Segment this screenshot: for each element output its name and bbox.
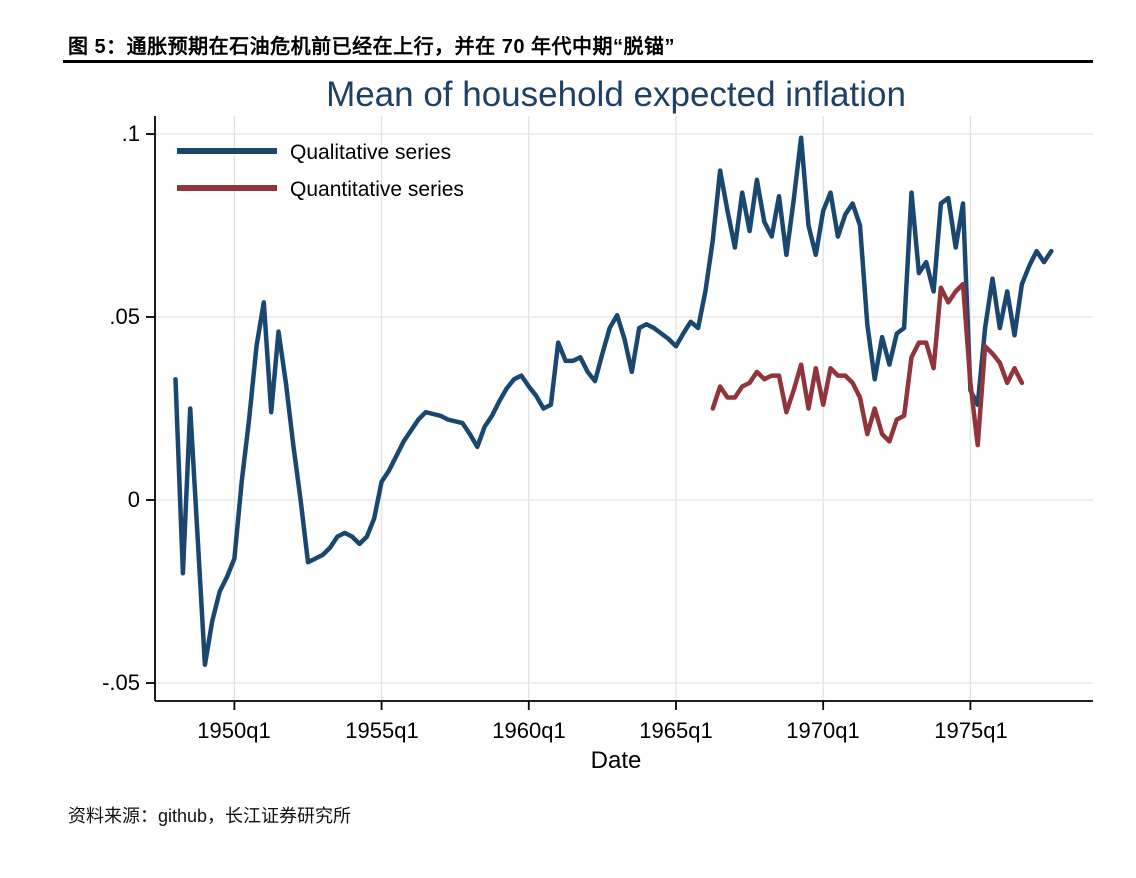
gridlines: [155, 116, 1093, 701]
legend-label-quantitative: Quantitative series: [290, 178, 464, 201]
y-tick-label: .1: [122, 121, 140, 146]
y-axis-tick-labels: .1 .05 0 -.05: [102, 121, 140, 695]
inflation-expectations-chart: Mean of household expected inflation .1 …: [102, 75, 1093, 774]
figure-caption: 图 5：通胀预期在石油危机前已经在上行，并在 70 年代中期“脱锚”: [68, 36, 676, 58]
qualitative-series-line: [173, 135, 1054, 667]
header-divider: [63, 60, 1093, 63]
x-tick-label: 1975q1: [934, 718, 1007, 743]
legend: Qualitative series Quantitative series: [177, 141, 464, 201]
chart-title: Mean of household expected inflation: [326, 75, 906, 114]
x-tick-label: 1955q1: [345, 718, 418, 743]
y-tick-label: -.05: [102, 670, 140, 695]
x-axis-title: Date: [591, 747, 642, 774]
axes: [146, 116, 1093, 710]
legend-label-qualitative: Qualitative series: [290, 141, 451, 164]
series-lines: [173, 135, 1054, 667]
quantitative-series-line: [710, 281, 1025, 448]
x-tick-label: 1960q1: [492, 718, 565, 743]
y-tick-label: .05: [109, 304, 140, 329]
x-tick-label: 1965q1: [639, 718, 712, 743]
x-tick-label: 1950q1: [197, 718, 270, 743]
source-note: 资料来源：github，长江证券研究所: [68, 806, 352, 826]
x-axis-tick-labels: 1950q1 1955q1 1960q1 1965q1 1970q1 1975q…: [197, 718, 1007, 743]
x-tick-label: 1970q1: [786, 718, 859, 743]
y-tick-label: 0: [128, 487, 140, 512]
